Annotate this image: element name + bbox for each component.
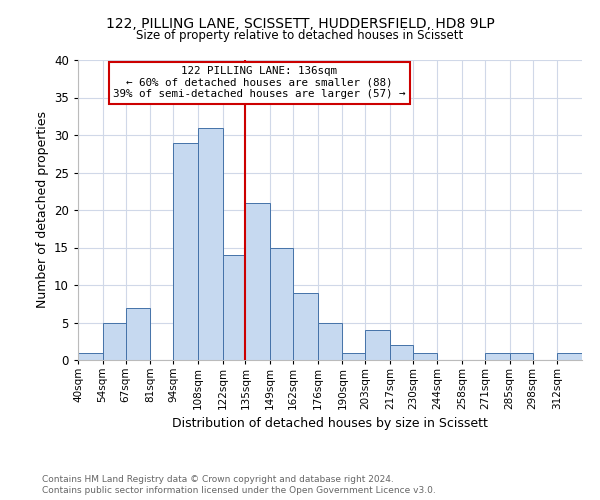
Bar <box>125 308 150 360</box>
X-axis label: Distribution of detached houses by size in Scissett: Distribution of detached houses by size … <box>172 418 488 430</box>
Text: Contains public sector information licensed under the Open Government Licence v3: Contains public sector information licen… <box>42 486 436 495</box>
Text: 122, PILLING LANE, SCISSETT, HUDDERSFIELD, HD8 9LP: 122, PILLING LANE, SCISSETT, HUDDERSFIEL… <box>106 18 494 32</box>
Bar <box>245 202 270 360</box>
Bar <box>223 255 245 360</box>
Bar <box>317 322 343 360</box>
Bar <box>390 345 413 360</box>
Bar <box>78 352 103 360</box>
Bar <box>103 322 125 360</box>
Bar <box>485 352 510 360</box>
Y-axis label: Number of detached properties: Number of detached properties <box>35 112 49 308</box>
Text: 122 PILLING LANE: 136sqm
← 60% of detached houses are smaller (88)
39% of semi-d: 122 PILLING LANE: 136sqm ← 60% of detach… <box>113 66 406 99</box>
Bar <box>173 142 198 360</box>
Bar <box>510 352 533 360</box>
Bar <box>557 352 582 360</box>
Text: Size of property relative to detached houses in Scissett: Size of property relative to detached ho… <box>136 29 464 42</box>
Bar <box>343 352 365 360</box>
Bar <box>413 352 437 360</box>
Bar <box>365 330 390 360</box>
Bar <box>198 128 223 360</box>
Bar <box>270 248 293 360</box>
Bar <box>293 292 317 360</box>
Text: Contains HM Land Registry data © Crown copyright and database right 2024.: Contains HM Land Registry data © Crown c… <box>42 475 394 484</box>
